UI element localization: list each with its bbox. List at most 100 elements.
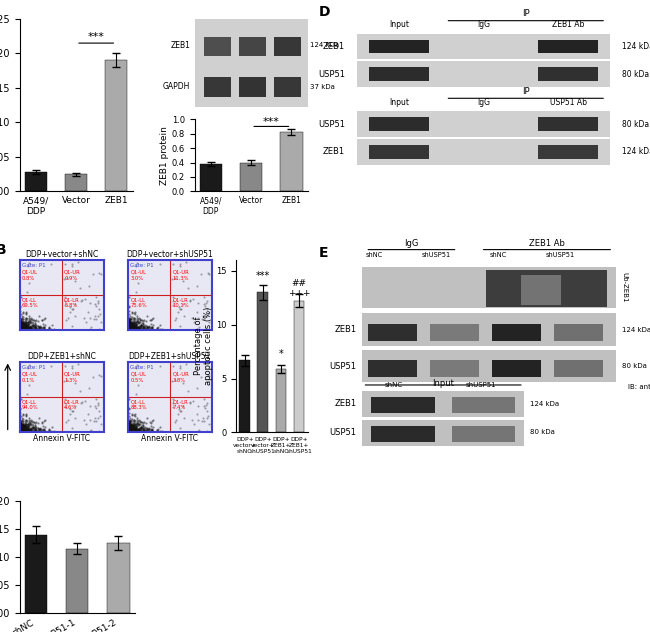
Point (17, 423, 27, 434)
Text: USP51: USP51 (330, 428, 357, 437)
Point (18, 325, 29, 335)
Point (25, 423, 35, 434)
Point (127, 414, 137, 424)
Point (15, 427, 25, 437)
Point (124, 424, 134, 434)
Point (124, 320, 134, 330)
Point (17, 413, 27, 423)
Point (15, 427, 25, 437)
Point (129, 427, 139, 437)
Point (127, 324, 137, 334)
Point (203, 411, 214, 421)
Point (16, 314, 27, 324)
Point (129, 322, 139, 332)
Point (18, 319, 28, 329)
Point (29, 427, 40, 437)
Point (18, 427, 29, 437)
Point (131, 317, 142, 327)
Point (140, 422, 150, 432)
Point (138, 423, 149, 434)
Point (168, 300, 178, 310)
Point (124, 425, 135, 435)
Bar (554, 360, 603, 377)
Point (16, 323, 27, 333)
Point (15, 319, 25, 329)
Point (16, 324, 26, 334)
Bar (280, 132, 302, 191)
Point (22, 323, 32, 333)
Point (124, 416, 135, 427)
Point (24, 420, 34, 430)
Point (124, 427, 134, 437)
Point (127, 425, 137, 435)
Point (40, 320, 50, 330)
Point (20, 319, 30, 329)
Point (125, 427, 135, 437)
Y-axis label: ZEB1 protein: ZEB1 protein (160, 126, 169, 185)
Point (15, 322, 25, 332)
Point (138, 325, 148, 335)
Point (21, 425, 31, 435)
Point (22, 425, 32, 435)
Point (126, 421, 136, 431)
Point (24, 324, 34, 334)
Point (129, 322, 140, 332)
Point (21, 322, 31, 332)
Point (24, 318, 34, 328)
Point (183, 386, 193, 396)
Point (147, 322, 157, 332)
Point (135, 416, 146, 426)
Text: ***: *** (88, 32, 105, 42)
Point (128, 420, 138, 430)
Point (124, 424, 134, 434)
Text: ZEB1: ZEB1 (335, 325, 357, 334)
Point (18, 422, 29, 432)
Point (16, 321, 27, 331)
Point (129, 422, 139, 432)
Point (129, 325, 139, 335)
Point (124, 420, 134, 430)
Point (15, 425, 25, 435)
Point (46, 320, 57, 330)
Point (191, 307, 202, 317)
Point (155, 320, 165, 330)
Point (126, 324, 136, 334)
Point (20, 423, 30, 434)
Point (18, 313, 28, 324)
Point (127, 320, 138, 330)
Point (126, 426, 136, 436)
Point (25, 427, 35, 437)
Point (140, 425, 151, 435)
Point (26, 322, 36, 332)
Point (130, 426, 140, 436)
Point (59, 291, 70, 301)
Point (85, 426, 96, 436)
Point (129, 317, 140, 327)
Point (125, 427, 136, 437)
Point (135, 325, 146, 335)
Point (129, 324, 140, 334)
Point (15, 320, 25, 331)
Point (15, 324, 25, 334)
Point (15, 421, 25, 431)
Point (17, 324, 27, 334)
Point (139, 325, 150, 335)
Text: 80 kDa: 80 kDa (622, 119, 649, 129)
Text: ZEB1: ZEB1 (335, 399, 357, 408)
Point (19, 423, 29, 433)
Point (124, 325, 134, 335)
Point (139, 423, 150, 433)
Point (168, 402, 178, 412)
Point (25, 425, 35, 435)
Point (167, 376, 177, 386)
Point (129, 427, 139, 437)
Point (21, 322, 32, 332)
Point (20, 325, 31, 335)
Point (21, 423, 31, 434)
Point (18, 320, 28, 331)
Text: IgG: IgG (404, 239, 419, 248)
Point (27, 427, 37, 437)
Point (131, 426, 141, 436)
Point (132, 413, 142, 423)
Point (34, 325, 45, 335)
